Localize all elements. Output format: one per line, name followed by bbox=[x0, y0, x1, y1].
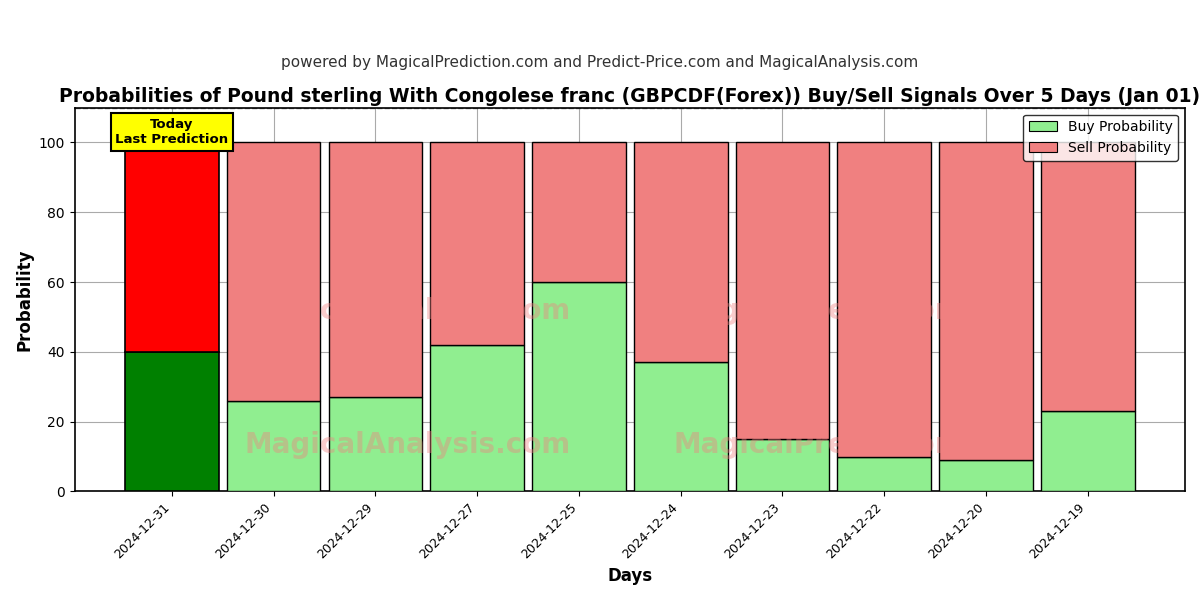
Bar bbox=[329, 142, 422, 397]
Bar bbox=[838, 142, 931, 457]
Bar bbox=[125, 352, 218, 491]
Bar bbox=[634, 142, 727, 362]
Legend: Buy Probability, Sell Probability: Buy Probability, Sell Probability bbox=[1024, 115, 1178, 161]
Text: MagicalPrediction.com: MagicalPrediction.com bbox=[673, 297, 1030, 325]
Bar bbox=[329, 397, 422, 491]
Bar bbox=[227, 401, 320, 491]
Bar bbox=[634, 362, 727, 491]
Bar bbox=[940, 460, 1033, 491]
Bar bbox=[125, 142, 218, 352]
Bar bbox=[736, 439, 829, 491]
Y-axis label: Probability: Probability bbox=[16, 248, 34, 351]
Bar bbox=[532, 142, 625, 282]
X-axis label: Days: Days bbox=[607, 567, 653, 585]
Bar bbox=[940, 142, 1033, 460]
Bar bbox=[431, 345, 524, 491]
Text: MagicalAnalysis.com: MagicalAnalysis.com bbox=[245, 297, 571, 325]
Bar bbox=[532, 282, 625, 491]
Bar bbox=[431, 142, 524, 345]
Title: Probabilities of Pound sterling With Congolese franc (GBPCDF(Forex)) Buy/Sell Si: Probabilities of Pound sterling With Con… bbox=[59, 87, 1200, 106]
Bar bbox=[736, 142, 829, 439]
Text: MagicalPrediction.com: MagicalPrediction.com bbox=[673, 431, 1030, 460]
Bar bbox=[838, 457, 931, 491]
Bar bbox=[1040, 411, 1134, 491]
Bar bbox=[1040, 142, 1134, 411]
Bar bbox=[227, 142, 320, 401]
Text: powered by MagicalPrediction.com and Predict-Price.com and MagicalAnalysis.com: powered by MagicalPrediction.com and Pre… bbox=[281, 55, 919, 70]
Text: Today
Last Prediction: Today Last Prediction bbox=[115, 118, 228, 146]
Text: MagicalAnalysis.com: MagicalAnalysis.com bbox=[245, 431, 571, 460]
